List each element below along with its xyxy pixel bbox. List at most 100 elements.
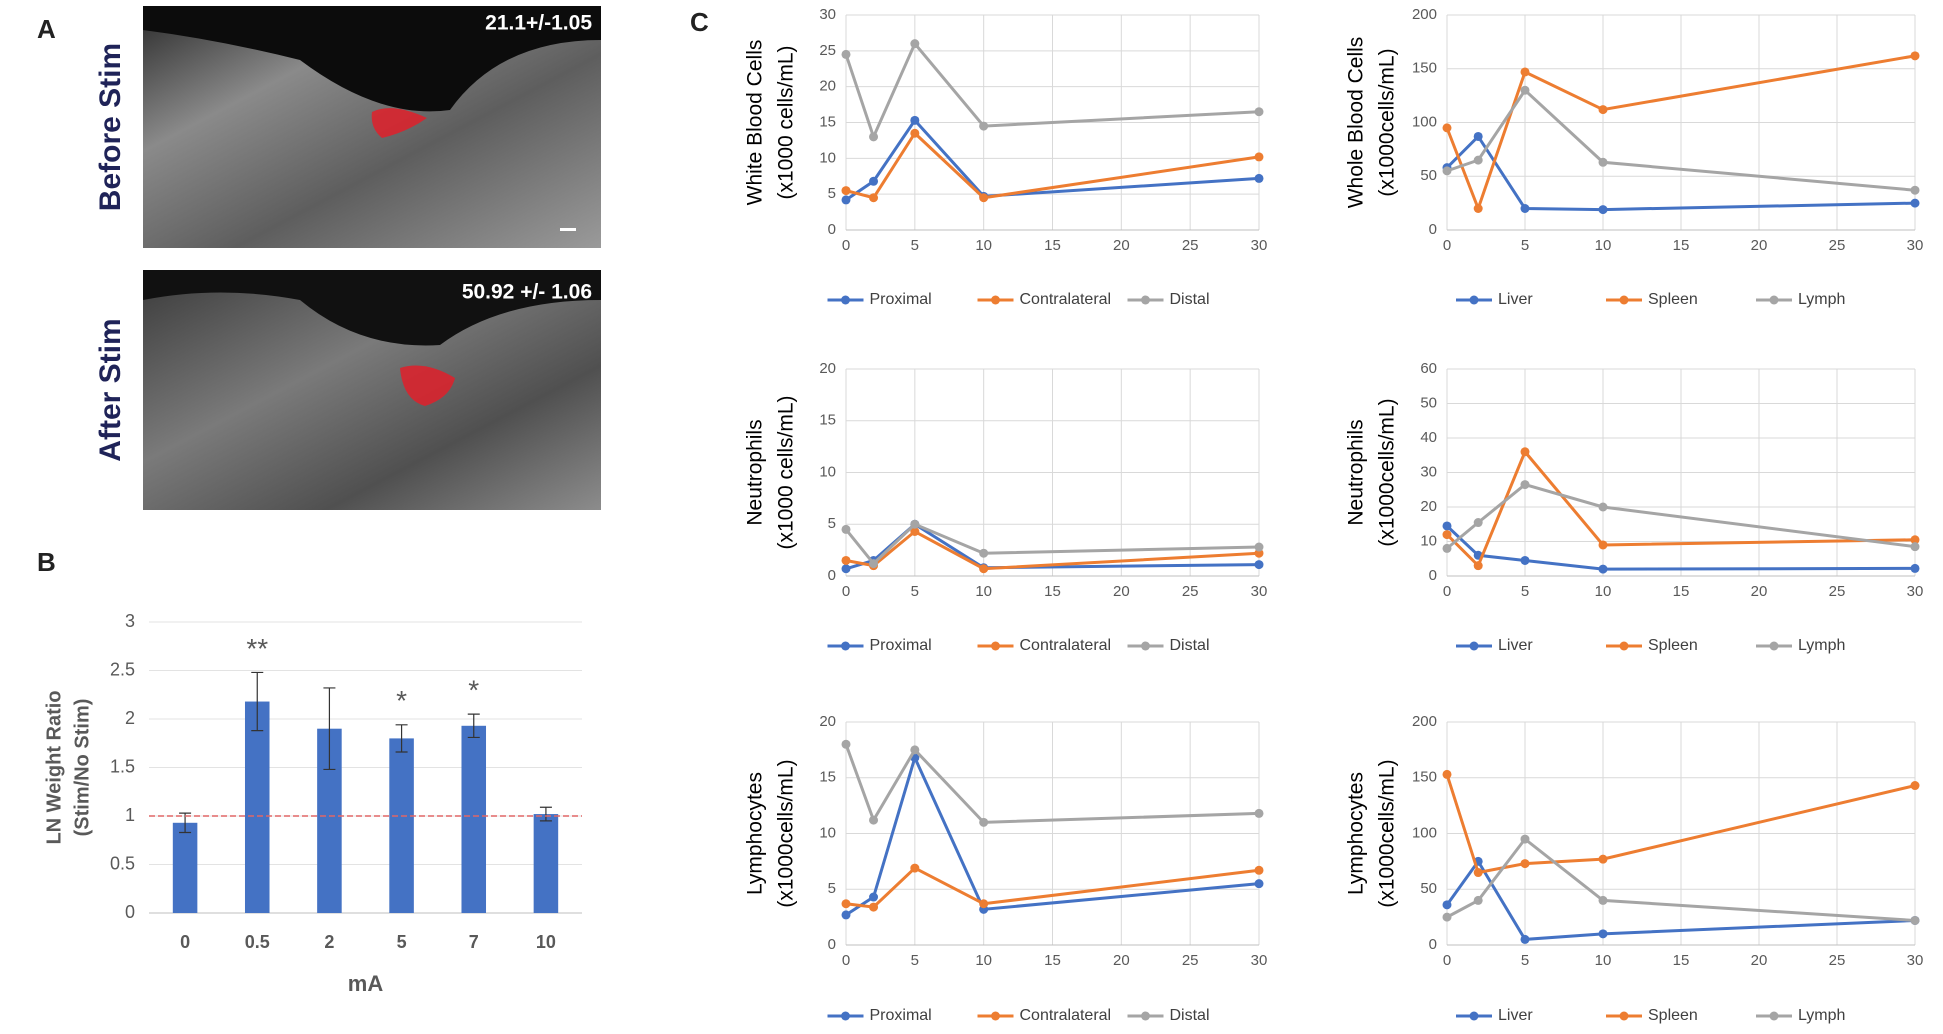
point: [1910, 563, 1920, 573]
y-tick-label: 40: [1420, 429, 1437, 446]
point: [1254, 542, 1264, 552]
x-tick-label: 10: [536, 932, 556, 952]
x-tick-label: 25: [1182, 237, 1199, 254]
point: [1254, 152, 1264, 162]
y-axis-label: White Blood Cells: [744, 40, 767, 206]
point: [910, 745, 920, 755]
x-tick-label: 10: [975, 583, 992, 600]
x-tick-label: 0: [1443, 583, 1451, 600]
point: [979, 564, 989, 574]
x-tick-label: 10: [975, 237, 992, 254]
point: [841, 555, 851, 565]
y-axis-label: (x1000 cells/mL): [775, 45, 798, 199]
legend-label: Spleen: [1648, 1007, 1698, 1024]
point: [1520, 85, 1530, 95]
x-tick-label: 20: [1113, 583, 1130, 600]
significance: *: [468, 675, 479, 706]
x-tick-label: 10: [1595, 952, 1612, 969]
point: [1254, 879, 1264, 889]
point: [1598, 564, 1608, 574]
x-tick-label: 10: [975, 952, 992, 969]
legend-label: Liver: [1498, 637, 1533, 654]
y-tick-label: 1: [125, 805, 135, 825]
y-tick-label: 20: [819, 78, 836, 95]
point: [841, 186, 851, 196]
x-tick-label: 15: [1673, 583, 1690, 600]
significance: *: [396, 685, 407, 716]
legend-swatch: [1141, 1011, 1150, 1021]
y-tick-label: 10: [819, 149, 836, 166]
x-tick-label: 30: [1251, 952, 1268, 969]
point: [1598, 540, 1608, 550]
point: [841, 910, 851, 920]
point: [910, 519, 920, 529]
y-tick-label: 0: [828, 567, 836, 584]
x-tick-label: 10: [1595, 237, 1612, 254]
point: [841, 739, 851, 749]
legend-swatch: [841, 295, 850, 305]
point: [1910, 535, 1920, 545]
y-tick-label: 0.5: [110, 853, 135, 873]
x-tick-label: 30: [1907, 583, 1924, 600]
y-tick-label: 0: [1429, 221, 1437, 238]
x-tick-label: 20: [1113, 952, 1130, 969]
y-tick-label: 60: [1420, 360, 1437, 377]
x-tick-label: 15: [1044, 237, 1061, 254]
point: [869, 902, 879, 912]
y-tick-label: 50: [1420, 880, 1437, 897]
legend-label: Contralateral: [1020, 1007, 1112, 1024]
legend-swatch: [1619, 1011, 1629, 1021]
y-axis-label: Whole Blood Cells: [1345, 37, 1368, 209]
y-tick-label: 30: [1420, 463, 1437, 480]
point: [1473, 518, 1483, 528]
legend-label: Proximal: [870, 291, 932, 308]
y-tick-label: 0: [1429, 567, 1437, 584]
point: [1442, 900, 1452, 910]
y-tick-label: 0: [828, 936, 836, 953]
significance: **: [246, 633, 268, 664]
point: [1598, 895, 1608, 905]
y-axis-label: (Stim/No Stim): [71, 699, 93, 837]
point: [1598, 157, 1608, 167]
y-tick-label: 25: [819, 42, 836, 59]
point: [841, 524, 851, 534]
legend-swatch: [1469, 1011, 1479, 1021]
point: [869, 193, 879, 203]
legend-label: Contralateral: [1020, 291, 1112, 308]
y-axis-label: Neutrophils: [1345, 419, 1368, 525]
point: [1520, 447, 1530, 457]
legend-swatch: [1769, 1011, 1779, 1021]
x-tick-label: 5: [1521, 237, 1529, 254]
x-tick-label: 20: [1751, 237, 1768, 254]
bar: [244, 701, 270, 913]
bar: [533, 814, 559, 913]
point: [1254, 173, 1264, 183]
point: [1442, 543, 1452, 553]
legend-label: Distal: [1170, 291, 1210, 308]
x-tick-label: 15: [1673, 237, 1690, 254]
legend-swatch: [1141, 641, 1150, 651]
legend-swatch: [841, 1011, 850, 1021]
y-axis-label: (x1000 cells/mL): [775, 395, 798, 549]
x-axis-label: mA: [348, 971, 384, 996]
point: [841, 899, 851, 909]
point: [841, 49, 851, 59]
point: [910, 115, 920, 125]
point: [979, 899, 989, 909]
y-tick-label: 2.5: [110, 659, 135, 679]
point: [1520, 204, 1530, 213]
point: [1910, 51, 1920, 61]
y-axis-label: (x1000cells/mL): [1376, 759, 1399, 907]
x-tick-label: 5: [911, 952, 919, 969]
x-tick-label: 0: [842, 237, 850, 254]
point: [910, 863, 920, 873]
error-bar: [539, 806, 552, 822]
point: [1442, 166, 1452, 176]
image-label: After Stim: [94, 318, 127, 461]
point: [910, 39, 920, 49]
legend-swatch: [1769, 295, 1779, 305]
error-bar: [395, 724, 408, 753]
image-label: Before Stim: [94, 43, 127, 211]
point: [1520, 834, 1530, 844]
